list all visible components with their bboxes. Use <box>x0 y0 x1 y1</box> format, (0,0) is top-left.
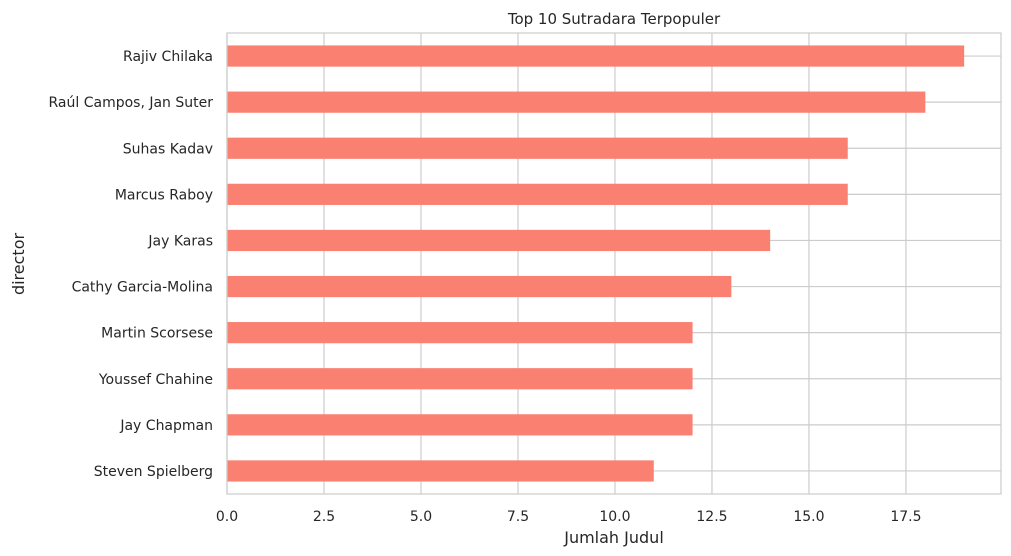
y-tick-label: Suhas Kadav <box>123 141 213 157</box>
bar <box>227 460 654 482</box>
bar <box>227 183 848 205</box>
bar <box>227 229 771 252</box>
y-tick-label: Cathy Garcia-Molina <box>72 280 213 296</box>
y-tick-label: Jay Chapman <box>119 418 213 434</box>
y-axis-title: director <box>9 233 28 296</box>
bar <box>227 91 926 113</box>
bar <box>227 414 693 436</box>
x-tick-labels: 0.0 2.5 5.0 7.5 10.0 12.5 15.0 17.5 <box>216 509 922 525</box>
y-tick-label: Raúl Campos, Jan Suter <box>49 95 214 111</box>
x-axis-title: Jumlah Judul <box>563 528 664 547</box>
bar <box>227 275 732 298</box>
y-tick-label: Marcus Raboy <box>115 187 213 203</box>
bars <box>227 45 965 482</box>
y-tick-label: Jay Karas <box>147 233 213 249</box>
x-tick-label: 7.5 <box>507 509 529 525</box>
y-tick-label: Martin Scorsese <box>101 326 213 342</box>
plot-frame <box>226 32 1002 495</box>
x-tick-label: 0.0 <box>216 509 238 525</box>
y-tick-label: Steven Spielberg <box>94 464 213 480</box>
x-tick-label: 2.5 <box>313 509 335 525</box>
x-tick-label: 12.5 <box>696 509 727 525</box>
bar <box>227 45 965 67</box>
bar <box>227 368 693 390</box>
x-tick-label: 10.0 <box>599 509 630 525</box>
x-tick-label: 17.5 <box>890 509 921 525</box>
bar <box>227 137 848 159</box>
y-tick-label: Youssef Chahine <box>98 372 213 388</box>
y-tick-label: Rajiv Chilaka <box>123 49 213 65</box>
x-tick-label: 15.0 <box>793 509 824 525</box>
x-tick-label: 5.0 <box>410 509 432 525</box>
chart-title: Top 10 Sutradara Terpopuler <box>507 10 721 28</box>
bar <box>227 322 693 344</box>
y-tick-labels: Rajiv Chilaka Raúl Campos, Jan Suter Suhas… <box>49 49 214 480</box>
